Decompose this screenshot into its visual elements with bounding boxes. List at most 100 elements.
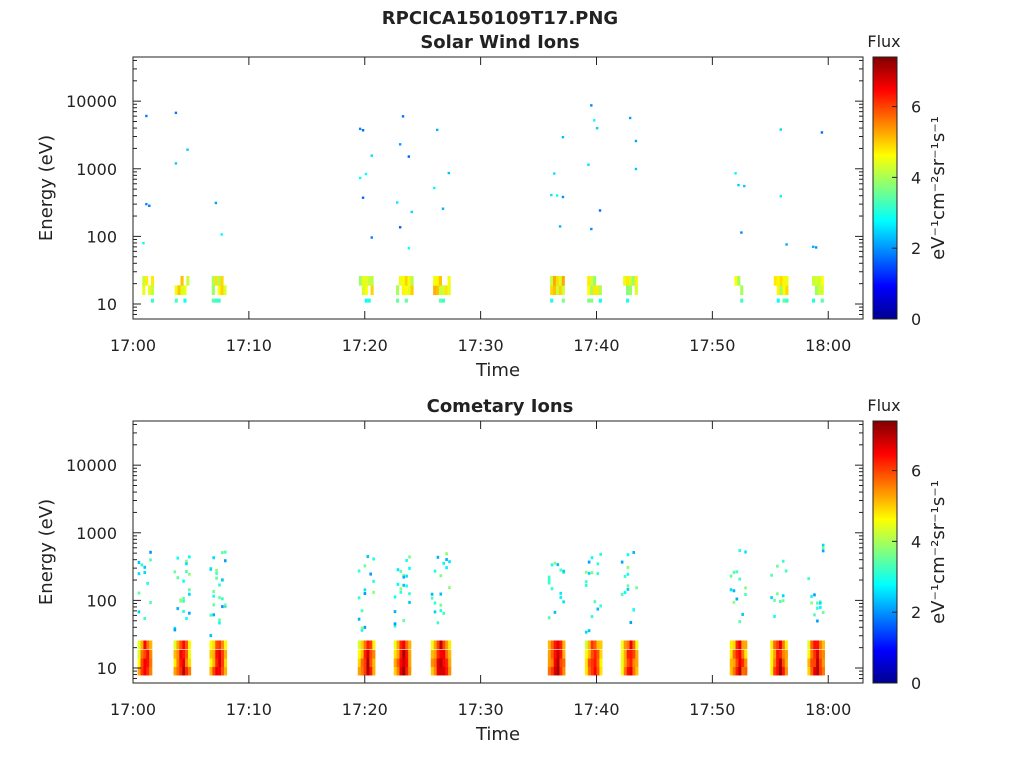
spectrogram-cell	[430, 666, 434, 676]
spectrogram-cell	[629, 658, 633, 668]
spectrogram-cell	[776, 666, 780, 676]
spectrogram-cell	[623, 649, 627, 659]
spectrogram-cell	[740, 285, 744, 296]
spectrogram-cell	[405, 658, 409, 668]
spectrogram-cell	[599, 552, 603, 556]
spectrogram-cell	[179, 640, 183, 650]
plot-frame	[132, 420, 864, 684]
spectrogram-cell	[814, 246, 818, 249]
spectrogram-cell	[436, 666, 440, 676]
spectrogram-cell	[596, 607, 600, 611]
spectrogram-cell	[436, 128, 439, 132]
spectrogram-cell	[176, 666, 180, 676]
spectrogram-cell	[816, 640, 820, 650]
spectrogram-cell	[360, 649, 364, 659]
spectrogram-cell	[547, 666, 551, 676]
spectrogram-cell	[439, 592, 443, 596]
spectrogram-cell	[781, 649, 786, 659]
spectrogram-cell	[408, 566, 411, 570]
spectrogram-cell	[369, 649, 373, 659]
spectrogram-cell	[357, 666, 361, 676]
spectrogram-cell	[439, 609, 443, 613]
spectrogram-cell	[598, 209, 602, 212]
spectrogram-cell	[218, 618, 221, 622]
spectrogram-cell	[439, 666, 443, 676]
spectrogram-cell	[547, 658, 551, 668]
spectrogram-cell	[149, 649, 153, 659]
spectrogram-cell	[445, 566, 448, 570]
spectrogram-cell	[430, 596, 434, 600]
spectrogram-cell	[185, 559, 188, 563]
spectrogram-cell	[173, 666, 177, 676]
spectrogram-cell	[562, 640, 566, 650]
spectrogram-cell	[149, 600, 152, 604]
spectrogram-cell	[363, 658, 367, 668]
spectrogram-cell	[629, 620, 633, 624]
spectrogram-cell	[218, 596, 221, 600]
spectrogram-cell	[812, 275, 816, 286]
x-tick-label: 17:00	[110, 336, 156, 355]
spectrogram-cell	[218, 621, 221, 625]
spectrogram-cell	[729, 588, 733, 592]
spectrogram-cell	[632, 658, 636, 668]
y-tick-label: 10	[97, 295, 117, 314]
y-tick-label: 10000	[66, 456, 117, 475]
spectrogram-cell	[367, 298, 371, 303]
spectrogram-cell	[408, 666, 412, 676]
spectrogram-cell	[818, 658, 823, 668]
spectrogram-cell	[404, 285, 408, 296]
spectrogram-cell	[408, 640, 412, 650]
spectrogram-cell	[561, 285, 565, 296]
spectrogram-cell	[626, 572, 630, 576]
spectrogram-cell	[405, 649, 409, 659]
spectrogram-cell	[188, 592, 191, 596]
spectrogram-cell	[821, 549, 825, 553]
spectrogram-cell	[821, 546, 825, 550]
spectrogram-cell	[629, 640, 633, 650]
spectrogram-cell	[741, 658, 745, 668]
spectrogram-cell	[176, 576, 180, 580]
spectrogram-cell	[143, 640, 147, 650]
spectrogram-cell	[369, 658, 373, 668]
y-tick-label: 100	[86, 591, 117, 610]
spectrogram-cell	[143, 649, 147, 659]
spectrogram-cell	[444, 285, 448, 296]
spectrogram-cell	[398, 275, 403, 286]
spectrogram-cell	[188, 588, 191, 592]
spectrogram-cell	[447, 285, 451, 296]
spectrogram-cell	[407, 275, 411, 286]
colorbar-ticks: 0 2 4 6	[892, 462, 921, 693]
spectrogram-cell	[590, 227, 593, 231]
spectrogram-cell	[776, 285, 780, 296]
spectrogram-cell	[735, 570, 739, 574]
spectrogram-cell	[438, 298, 443, 303]
spectrogram-cell	[145, 275, 149, 286]
cometary-panel: Cometary Ions 17:00 17:10 17:20 17:30 17:40 1…	[36, 396, 949, 745]
spectrogram-cell	[558, 225, 562, 228]
y-tick-label: 1000	[76, 524, 117, 543]
spectrogram-cell	[399, 587, 403, 591]
spectrogram-cell	[732, 640, 736, 650]
spectrogram-cell	[140, 563, 144, 567]
spectrogram-cell	[445, 552, 448, 556]
spectrogram-cell	[556, 640, 560, 650]
spectrogram-cell	[587, 640, 591, 650]
spectrogram-cell	[372, 640, 376, 650]
spectrogram-cell	[215, 568, 218, 572]
spectrogram-cell	[547, 578, 551, 582]
spectrogram-cell	[632, 608, 636, 612]
spectrogram-cell	[215, 666, 219, 676]
spectrogram-cell	[626, 275, 630, 286]
spectrogram-cell	[595, 126, 599, 130]
spectrogram-cell	[595, 285, 600, 296]
spectrogram-cell	[143, 565, 147, 569]
spectrogram-cell	[369, 640, 373, 650]
spectrogram-cell	[430, 592, 434, 596]
x-tick-label: 18:00	[805, 700, 851, 719]
spectrogram-cell	[402, 575, 406, 579]
spectrogram-cell	[734, 275, 738, 286]
spectrogram-cell	[626, 553, 630, 557]
spectrogram-cell	[779, 275, 783, 286]
spectrogram-cell	[405, 559, 408, 563]
spectrogram-cell	[556, 658, 560, 668]
